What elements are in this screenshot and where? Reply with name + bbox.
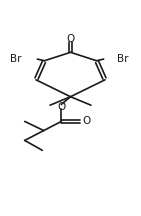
Text: O: O [57, 102, 65, 112]
Text: O: O [66, 34, 75, 44]
Text: O: O [82, 116, 91, 126]
Text: Br: Br [10, 54, 22, 64]
Text: Br: Br [117, 54, 128, 64]
